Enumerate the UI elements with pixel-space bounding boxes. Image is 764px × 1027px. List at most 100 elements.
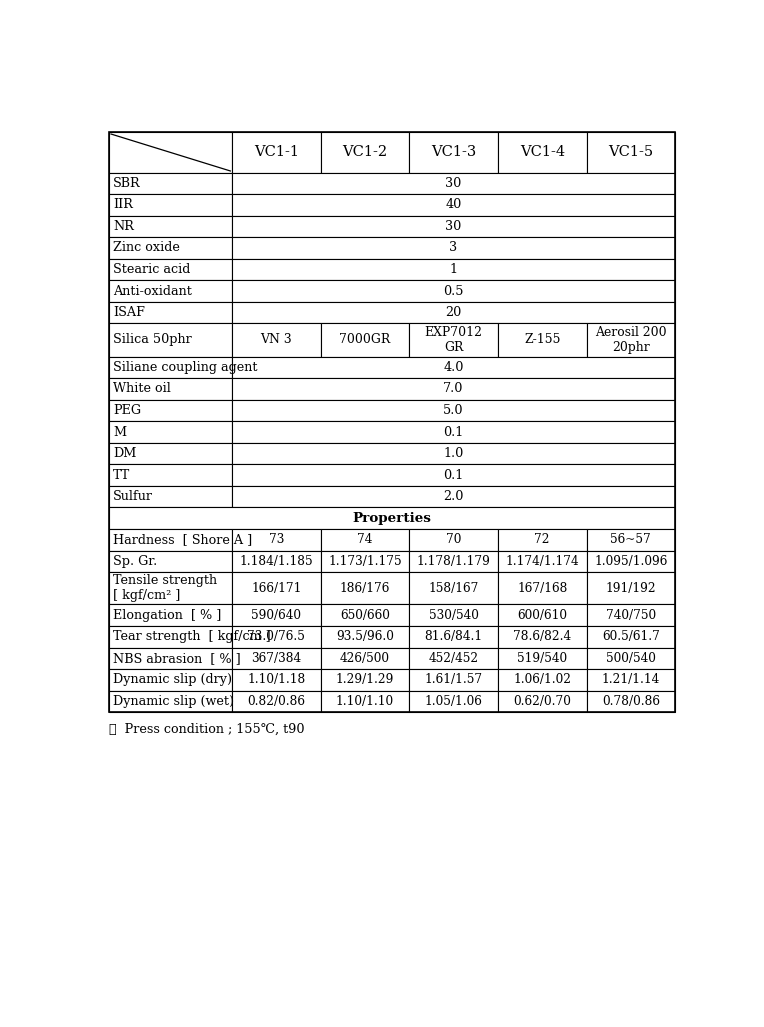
Bar bbox=[109, 237, 232, 259]
Bar bbox=[109, 550, 232, 572]
Bar bbox=[410, 670, 498, 691]
Text: 93.5/96.0: 93.5/96.0 bbox=[336, 631, 393, 643]
Bar bbox=[321, 670, 410, 691]
Bar bbox=[410, 324, 498, 356]
Text: White oil: White oil bbox=[113, 382, 171, 395]
Text: NR: NR bbox=[113, 220, 134, 233]
Bar bbox=[321, 691, 410, 713]
Bar bbox=[410, 605, 498, 626]
Bar bbox=[321, 529, 410, 550]
Text: PEG: PEG bbox=[113, 404, 141, 417]
Bar bbox=[232, 216, 675, 237]
Text: 1.174/1.174: 1.174/1.174 bbox=[506, 555, 579, 568]
Bar bbox=[498, 605, 587, 626]
Text: M: M bbox=[113, 425, 127, 439]
Bar bbox=[232, 486, 675, 507]
Bar bbox=[232, 691, 321, 713]
Bar bbox=[232, 173, 675, 194]
Text: 1.06/1.02: 1.06/1.02 bbox=[513, 674, 571, 686]
Bar bbox=[587, 550, 675, 572]
Bar bbox=[109, 378, 232, 400]
Bar bbox=[498, 648, 587, 670]
Bar bbox=[109, 173, 232, 194]
Bar bbox=[232, 572, 321, 605]
Text: 20: 20 bbox=[445, 306, 461, 319]
Text: VC1-5: VC1-5 bbox=[608, 146, 653, 159]
Text: 452/452: 452/452 bbox=[429, 652, 478, 664]
Text: 1.173/1.175: 1.173/1.175 bbox=[328, 555, 402, 568]
Text: 1.10/1.18: 1.10/1.18 bbox=[247, 674, 306, 686]
Bar bbox=[109, 486, 232, 507]
Bar bbox=[587, 626, 675, 648]
Text: VC1-2: VC1-2 bbox=[342, 146, 387, 159]
Bar bbox=[232, 443, 675, 464]
Text: 56~57: 56~57 bbox=[610, 533, 651, 546]
Bar bbox=[232, 626, 321, 648]
Bar bbox=[232, 324, 321, 356]
Bar bbox=[498, 324, 587, 356]
Text: 0.1: 0.1 bbox=[443, 468, 464, 482]
Bar bbox=[109, 572, 232, 605]
Text: VC1-3: VC1-3 bbox=[431, 146, 476, 159]
Bar bbox=[498, 529, 587, 550]
Text: 590/640: 590/640 bbox=[251, 609, 301, 621]
Bar bbox=[109, 529, 232, 550]
Bar bbox=[498, 626, 587, 648]
Bar bbox=[498, 132, 587, 173]
Text: Silica 50phr: Silica 50phr bbox=[113, 334, 192, 346]
Text: SBR: SBR bbox=[113, 177, 141, 190]
Text: 0.82/0.86: 0.82/0.86 bbox=[248, 695, 306, 708]
Bar bbox=[232, 237, 675, 259]
Bar bbox=[321, 605, 410, 626]
Bar bbox=[232, 400, 675, 421]
Bar bbox=[109, 670, 232, 691]
Bar bbox=[109, 132, 675, 713]
Bar bbox=[587, 605, 675, 626]
Bar bbox=[410, 529, 498, 550]
Bar bbox=[232, 421, 675, 443]
Text: IIR: IIR bbox=[113, 198, 133, 212]
Text: 81.6/84.1: 81.6/84.1 bbox=[425, 631, 483, 643]
Text: VC1-1: VC1-1 bbox=[254, 146, 299, 159]
Text: Siliane coupling agent: Siliane coupling agent bbox=[113, 360, 257, 374]
Text: 0.5: 0.5 bbox=[443, 284, 464, 298]
Text: 186/176: 186/176 bbox=[340, 582, 390, 595]
Bar bbox=[109, 605, 232, 626]
Text: Elongation  [ % ]: Elongation [ % ] bbox=[113, 609, 222, 621]
Bar bbox=[410, 626, 498, 648]
Bar bbox=[232, 648, 321, 670]
Text: Dynamic slip (wet): Dynamic slip (wet) bbox=[113, 695, 235, 708]
Text: VN 3: VN 3 bbox=[261, 334, 292, 346]
Text: TT: TT bbox=[113, 468, 131, 482]
Bar bbox=[109, 648, 232, 670]
Bar bbox=[498, 550, 587, 572]
Text: Zinc oxide: Zinc oxide bbox=[113, 241, 180, 255]
Bar bbox=[109, 626, 232, 648]
Bar bbox=[587, 132, 675, 173]
Text: 2.0: 2.0 bbox=[443, 490, 464, 503]
Bar bbox=[321, 648, 410, 670]
Text: 1.095/1.096: 1.095/1.096 bbox=[594, 555, 668, 568]
Text: Anti-oxidant: Anti-oxidant bbox=[113, 284, 193, 298]
Text: 1.21/1.14: 1.21/1.14 bbox=[602, 674, 660, 686]
Text: Properties: Properties bbox=[353, 511, 432, 525]
Bar bbox=[321, 572, 410, 605]
Bar bbox=[232, 529, 321, 550]
Text: 5.0: 5.0 bbox=[443, 404, 464, 417]
Text: 600/610: 600/610 bbox=[517, 609, 567, 621]
Text: 70: 70 bbox=[446, 533, 461, 546]
Text: 0.1: 0.1 bbox=[443, 425, 464, 439]
Text: VC1-4: VC1-4 bbox=[520, 146, 565, 159]
Text: 3: 3 bbox=[449, 241, 458, 255]
Bar bbox=[232, 464, 675, 486]
Text: Stearic acid: Stearic acid bbox=[113, 263, 191, 276]
Text: NBS abrasion  [ % ]: NBS abrasion [ % ] bbox=[113, 652, 241, 664]
Text: Tear strength  [ kgf/cm ]: Tear strength [ kgf/cm ] bbox=[113, 631, 271, 643]
Text: 30: 30 bbox=[445, 220, 461, 233]
Bar bbox=[321, 324, 410, 356]
Bar bbox=[232, 605, 321, 626]
Text: 650/660: 650/660 bbox=[340, 609, 390, 621]
Text: 167/168: 167/168 bbox=[517, 582, 568, 595]
Bar bbox=[232, 280, 675, 302]
Bar bbox=[587, 691, 675, 713]
